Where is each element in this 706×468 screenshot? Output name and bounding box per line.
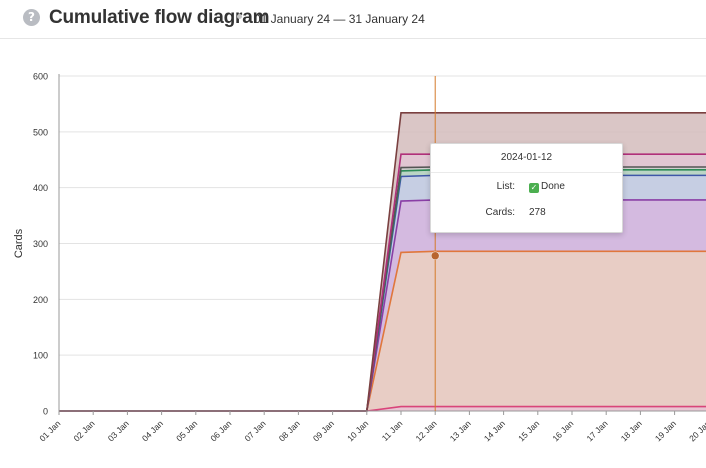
x-tick-label: 01 Jan [37,418,62,443]
x-tick-label: 19 Jan [653,418,678,443]
x-tick-label: 17 Jan [584,418,609,443]
x-tick-label: 11 Jan [380,418,405,443]
x-tick-label: 13 Jan [448,418,473,443]
tooltip-cards-value: 278 [529,207,546,218]
y-tick-label: 400 [33,183,48,193]
page-header: ? Cumulative flow diagram 01 January 24 … [0,0,706,39]
x-tick-label: 20 Jan [687,418,706,443]
date-range[interactable]: 01 January 24 — 31 January 24 [254,12,425,26]
tooltip-list-value: Done [541,181,565,192]
tooltip-date: 2024-01-12 [431,144,622,173]
y-tick-label: 500 [33,127,48,137]
x-tick-label: 06 Jan [208,418,233,443]
hover-marker [430,251,440,261]
y-tick-label: 100 [33,351,48,361]
x-tick-label: 18 Jan [619,418,644,443]
x-tick-label: 14 Jan [482,418,507,443]
y-tick-label: 600 [33,72,48,82]
chart-overlay [430,76,440,411]
x-tick-label: 10 Jan [345,418,370,443]
x-tick-label: 05 Jan [174,418,199,443]
x-tick-label: 04 Jan [140,418,165,443]
x-tick-label: 09 Jan [311,418,336,443]
y-tick-label: 200 [33,295,48,305]
x-tick-label: 07 Jan [242,418,267,443]
x-tick-label: 12 Jan [413,418,438,443]
x-tick-label: 08 Jan [277,418,302,443]
x-tick-label: 02 Jan [71,418,96,443]
separator-dot [237,14,242,19]
question-circle-icon[interactable]: ? [23,9,40,26]
page-title: Cumulative flow diagram [49,7,270,28]
chart-tooltip: 2024-01-12 List: ✓ Done Cards: 278 [430,143,623,233]
x-tick-label: 15 Jan [516,418,541,443]
y-tick-label: 300 [33,239,48,249]
x-tick-label: 16 Jan [550,418,575,443]
y-tick-label: 0 [43,407,48,417]
tooltip-list-label: List: [496,181,515,192]
tooltip-cards-label: Cards: [485,207,515,218]
series-area [59,406,706,411]
check-box-icon: ✓ [529,183,539,193]
x-tick-label: 03 Jan [106,418,131,443]
series-area [59,251,706,411]
tooltip-list-value-wrap: ✓ Done [529,181,565,193]
y-axis-label: Cards [13,228,25,258]
